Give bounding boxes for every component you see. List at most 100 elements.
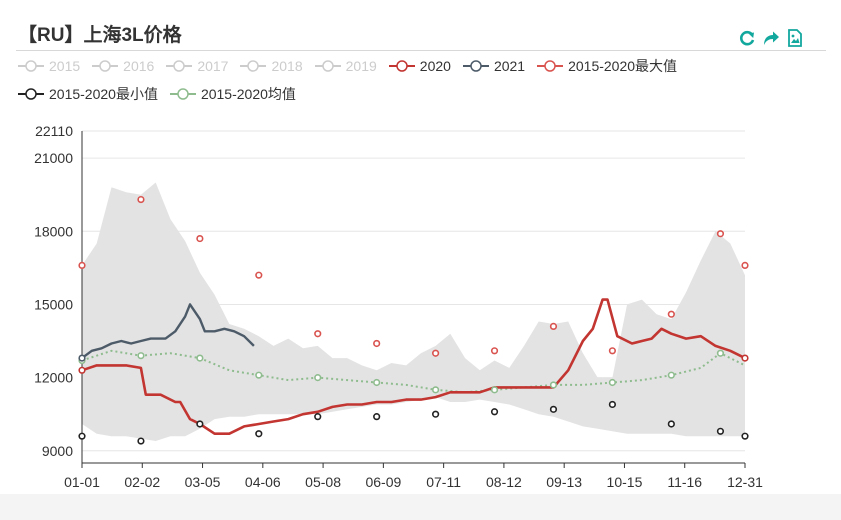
legend-label: 2021 [493, 58, 526, 74]
avg-point [196, 354, 204, 362]
data-view-icon[interactable] [761, 28, 781, 48]
legend-label: 2015-2020均值 [200, 86, 296, 102]
min-point [432, 410, 440, 418]
series-2021-point [78, 354, 86, 362]
series-line-2021 [81, 303, 255, 360]
legend-marker-icon [240, 60, 267, 72]
avg-point [608, 378, 617, 387]
legend-label: 2017 [197, 58, 229, 74]
min-point [549, 405, 558, 413]
max-point [196, 234, 204, 243]
legend-item[interactable]: 2015-2020最小值 [18, 84, 158, 104]
x-tick-label: 04-06 [245, 474, 281, 490]
x-tick-label: 03-05 [185, 474, 221, 490]
legend-marker-icon [169, 88, 196, 100]
max-point [549, 322, 558, 330]
avg-point [137, 352, 145, 360]
max-point [490, 347, 499, 355]
x-tick-label: 08-12 [486, 474, 522, 490]
legend-marker-icon [537, 60, 564, 72]
avg-point [373, 378, 381, 387]
legend-item[interactable]: 2016 [92, 56, 154, 76]
min-point [608, 400, 617, 409]
y-tick-label: 12000 [34, 370, 73, 386]
max-point [78, 261, 86, 270]
max-point [716, 230, 725, 238]
legend: 2015 2016 2017 2018 2019 2020 2021 2015-2020最大值… [18, 56, 818, 104]
x-tick-label: 02-02 [124, 474, 160, 490]
chart-card: 【RU】上海3L价格 2015 2016 2017 2018 2019 2020 2021 2… [16, 25, 826, 490]
legend-marker-icon [166, 60, 193, 72]
toolbox [737, 28, 805, 48]
avg-point [716, 349, 725, 357]
avg-point [255, 371, 263, 379]
legend-item[interactable]: 2015 [18, 56, 80, 76]
x-tick-label: 11-16 [667, 474, 702, 490]
min-point [255, 430, 263, 438]
avg-point [314, 374, 322, 382]
x-tick-label: 12-31 [727, 474, 763, 490]
line-chart: 9000 12000 15000 18000 21000 22110 01-01 02-02 0… [34, 123, 763, 490]
max-point [255, 271, 263, 279]
x-tick-label: 06-09 [365, 474, 401, 490]
max-point [137, 195, 145, 204]
max-point [741, 261, 749, 270]
avg-point [490, 386, 499, 394]
x-tick-label: 09-13 [546, 474, 582, 490]
legend-item[interactable]: 2015-2020均值 [169, 84, 296, 104]
legend-marker-icon [462, 60, 489, 72]
chart-title: 【RU】上海3L价格 [18, 25, 182, 46]
avg-point [432, 386, 440, 394]
series-line-2015-2020均值 [81, 349, 746, 394]
restore-icon[interactable] [737, 28, 757, 48]
min-point [196, 420, 204, 428]
legend-label: 2015-2020最小值 [49, 86, 158, 102]
max-point [432, 349, 440, 357]
legend-item[interactable]: 2021 [462, 56, 526, 76]
legend-item[interactable]: 2018 [240, 56, 303, 76]
x-tick-label: 10-15 [607, 474, 643, 490]
y-tick-label: 22110 [35, 123, 73, 139]
series-2020-point [741, 354, 749, 362]
legend-label: 2019 [345, 58, 377, 74]
legend-label: 2016 [123, 58, 155, 74]
legend-label: 2018 [271, 58, 303, 74]
min-point [78, 432, 86, 440]
legend-label: 2020 [419, 58, 451, 74]
min-point [490, 408, 499, 416]
min-point [373, 413, 381, 421]
legend-marker-icon [18, 88, 44, 100]
min-point [741, 432, 749, 440]
max-point [373, 339, 381, 348]
max-point [667, 310, 675, 318]
legend-marker-icon [18, 60, 44, 72]
legend-marker-icon [314, 60, 341, 72]
legend-label: 2015 [49, 58, 81, 74]
min-point [667, 420, 675, 428]
x-tick-label: 07-11 [426, 474, 461, 490]
y-tick-label: 15000 [34, 296, 73, 312]
legend-label: 2015-2020最大值 [568, 58, 678, 74]
title-divider [16, 50, 826, 51]
page-bottom-strip [0, 494, 841, 520]
legend-item[interactable]: 2017 [166, 56, 228, 76]
series-2020-point [78, 366, 86, 374]
legend-item[interactable]: 2020 [388, 56, 451, 76]
y-tick-label: 18000 [34, 223, 73, 239]
legend-marker-icon [92, 60, 119, 72]
max-point [314, 330, 322, 338]
range-band [82, 182, 745, 441]
min-point [137, 437, 145, 445]
avg-point [549, 381, 558, 389]
y-tick-label: 9000 [42, 443, 73, 459]
avg-point [667, 371, 675, 379]
legend-item[interactable]: 2015-2020最大值 [537, 56, 677, 76]
min-point [716, 427, 725, 435]
max-point [608, 347, 617, 355]
y-tick-label: 21000 [34, 150, 73, 166]
series-line-2020 [81, 298, 746, 435]
x-tick-label: 01-01 [64, 474, 100, 490]
legend-marker-icon [388, 60, 415, 72]
save-as-image-icon[interactable] [785, 28, 805, 48]
legend-item[interactable]: 2019 [314, 56, 377, 76]
